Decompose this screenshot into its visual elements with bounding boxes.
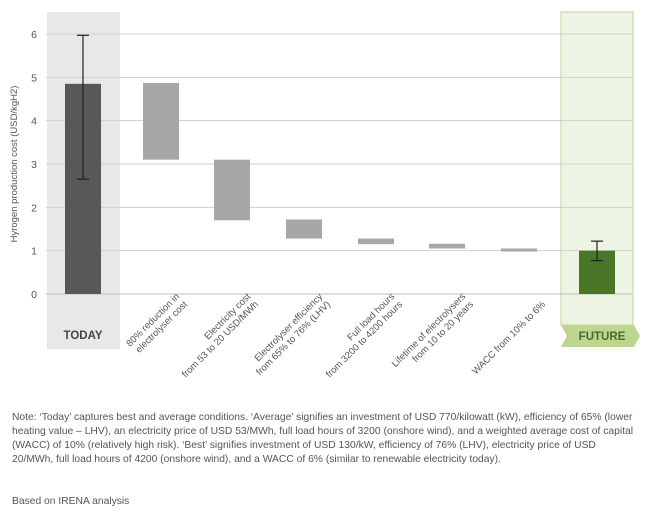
waterfall-step-bar	[358, 238, 394, 245]
y-tick-label: 4	[31, 116, 37, 128]
today-label: TODAY	[64, 330, 103, 342]
waterfall-step-bar	[143, 82, 179, 160]
step-label-group: WACC from 10% to 6%	[470, 299, 548, 377]
waterfall-step-bar	[429, 243, 465, 249]
y-tick-label: 6	[31, 29, 37, 41]
step-label: Electrolyser efficiency	[253, 291, 326, 364]
y-tick-label: 0	[31, 289, 37, 301]
step-label: WACC from 10% to 6%	[470, 299, 548, 377]
source-line: Based on IRENA analysis	[12, 496, 130, 507]
chart-note: Note: ‘Today’ captures best and average …	[12, 411, 637, 467]
future-label: FUTURE	[579, 331, 626, 343]
waterfall-step-bar	[501, 248, 537, 252]
step-label: Lifetime of electrolysers	[390, 291, 469, 370]
step-label: from 53 to 20 USD/MWh	[180, 299, 261, 380]
waterfall-step-bar	[286, 219, 322, 239]
y-tick-label: 3	[31, 159, 37, 171]
note-text: Note: ‘Today’ captures best and average …	[12, 412, 634, 465]
future-tag-arrow	[561, 325, 640, 347]
y-tick-label: 1	[31, 246, 37, 258]
waterfall-step-bar	[214, 159, 250, 221]
step-label: from 65% to 76% (LHV)	[254, 299, 333, 378]
y-axis-label: Hyrogen production cost (USD/kgH2)	[9, 86, 20, 243]
y-tick-label: 2	[31, 202, 37, 214]
step-label: from 3200 to 4200 hours	[324, 299, 405, 380]
hydrogen-cost-waterfall-chart: 0 1 2 3 4 5 6 Hyrogen production cost (USD/kgH2…	[9, 11, 640, 380]
y-tick-label: 5	[31, 72, 37, 84]
